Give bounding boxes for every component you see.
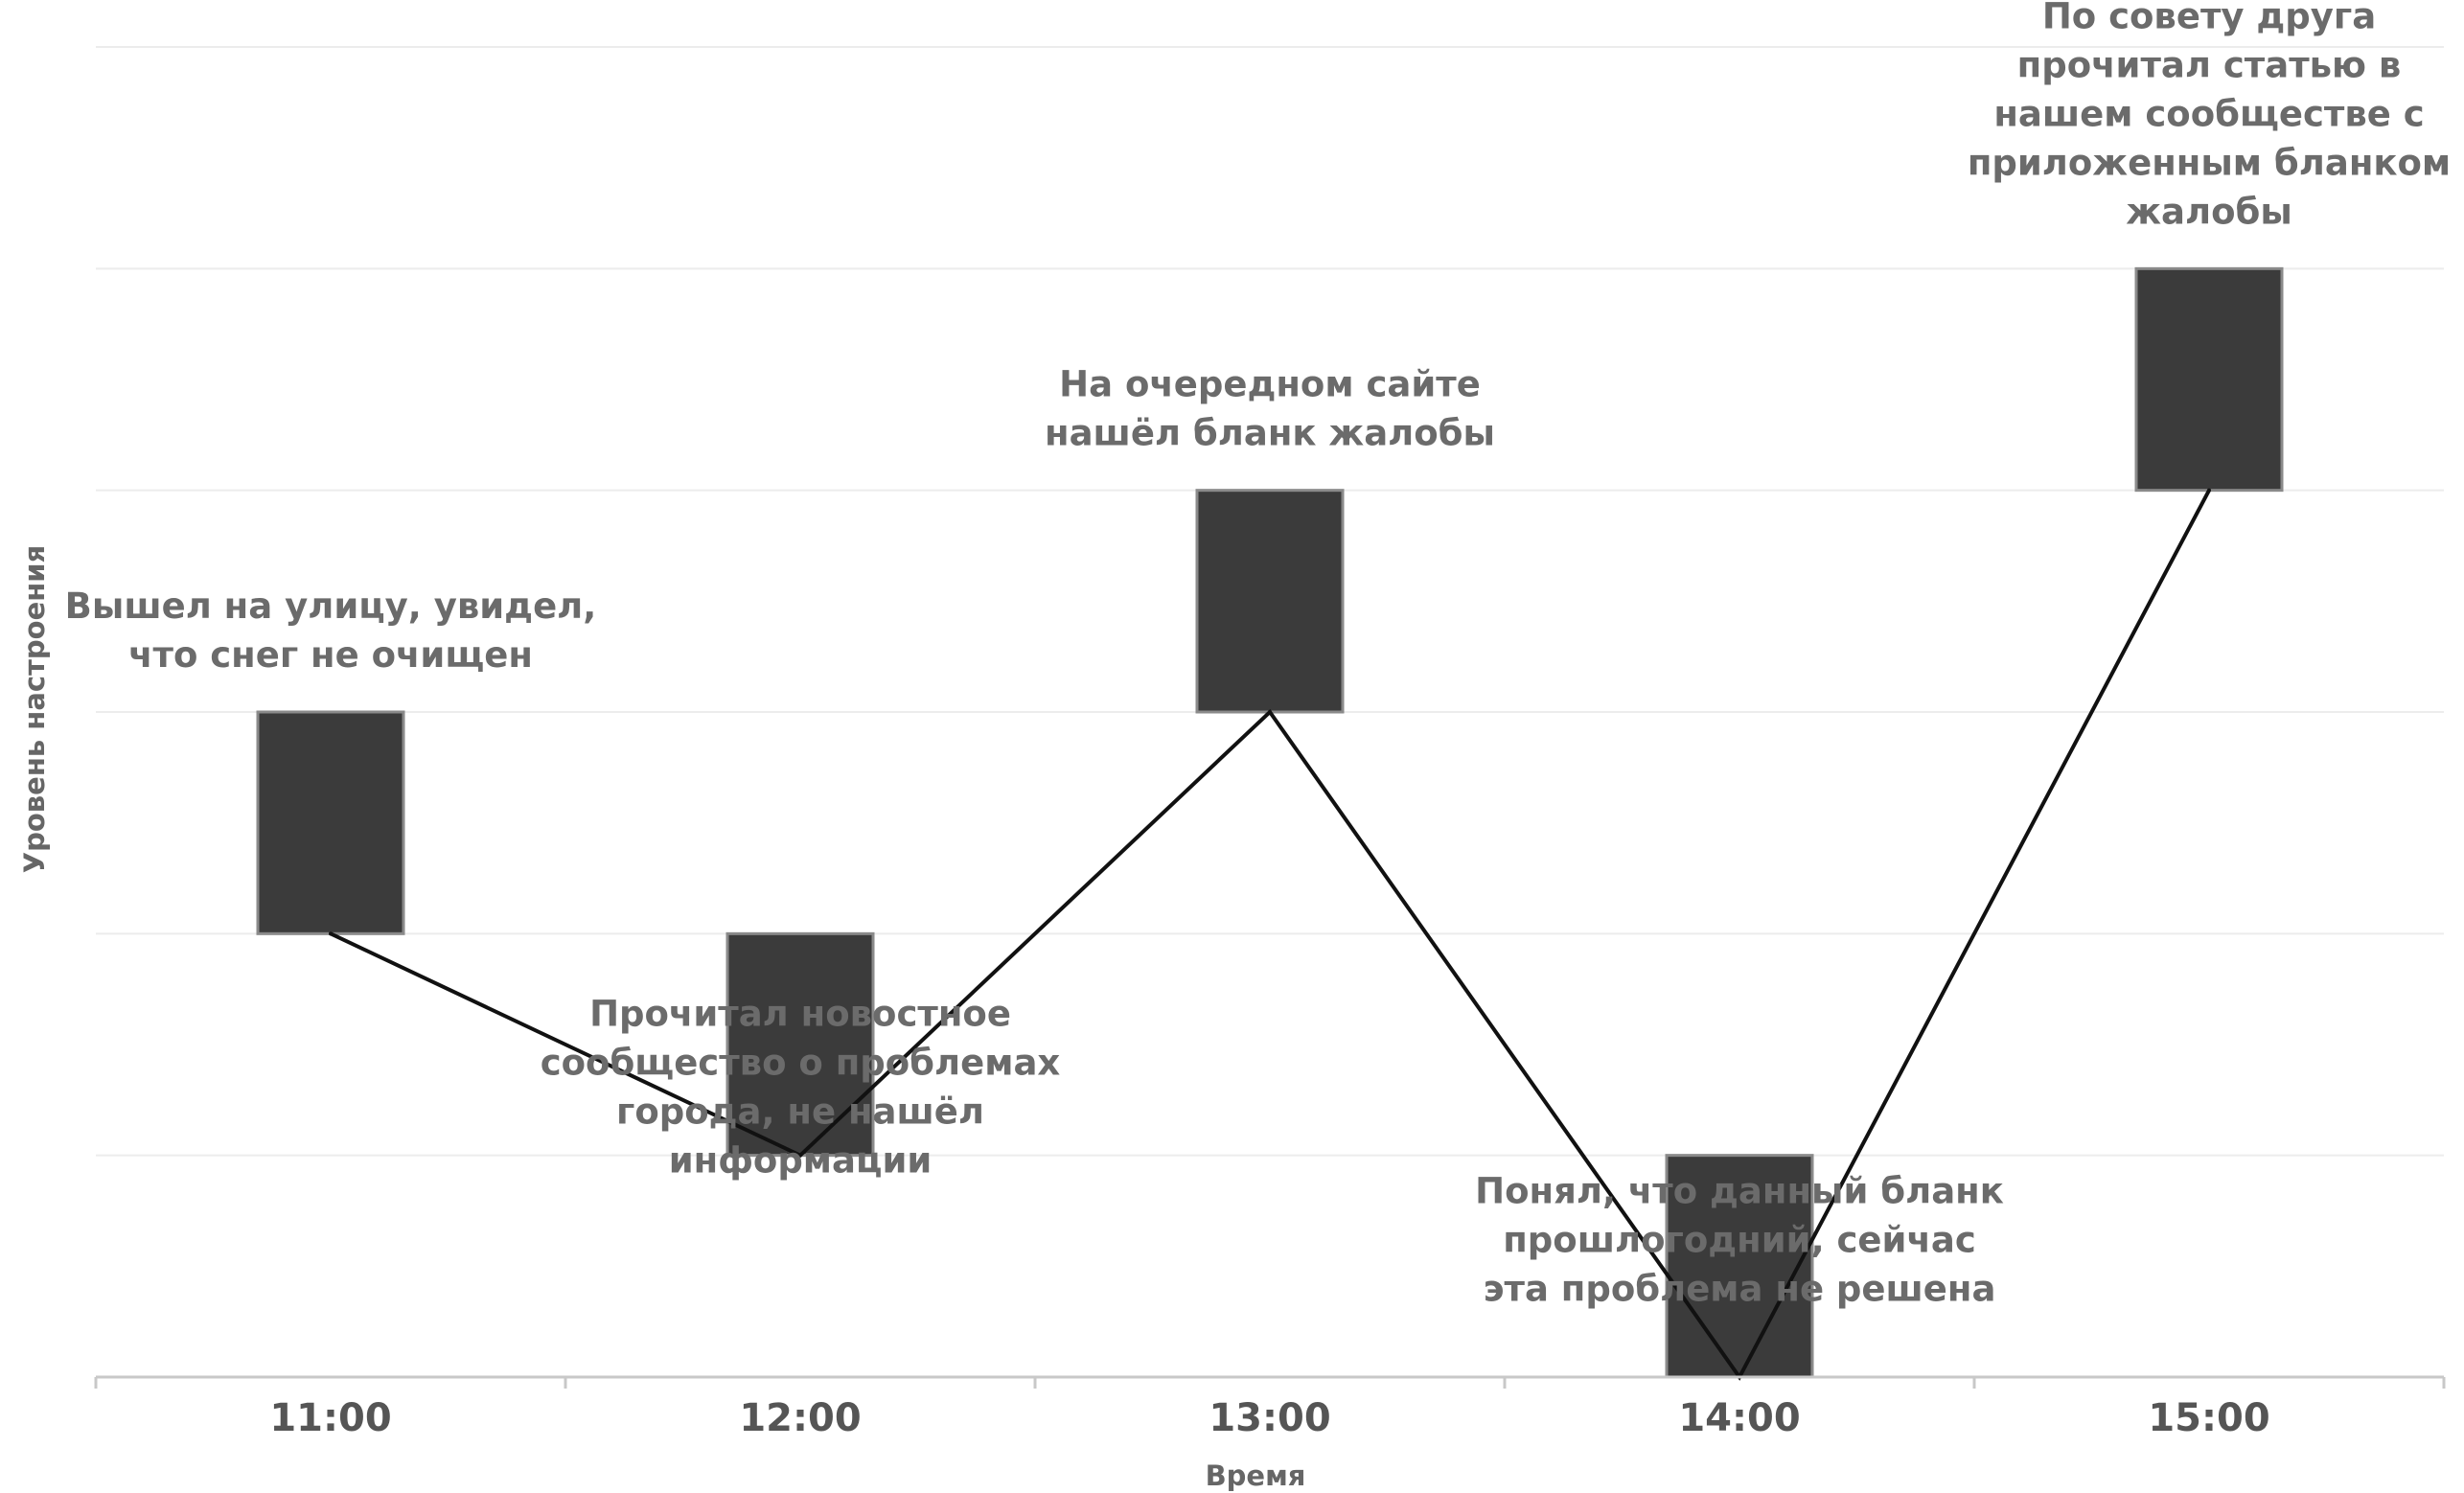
- annotation-1200: Прочитал новостное сообщество о проблемах…: [541, 993, 1061, 1181]
- annotation-line: нашем сообществе с: [1993, 93, 2424, 134]
- annotation-1100: Вышел на улицу, увидел, что снег не очище…: [65, 586, 597, 676]
- x-tick-label: 12:00: [739, 1396, 861, 1440]
- annotation-line: прошлогодний, сейчас: [1503, 1220, 1976, 1261]
- annotation-line: что снег не очищен: [128, 634, 533, 676]
- mood-line: [329, 488, 2211, 1381]
- annotation-line: приложенным бланком: [1968, 142, 2451, 183]
- annotation-line: Понял, что данный бланк: [1475, 1171, 2004, 1212]
- x-tick-label: 13:00: [1209, 1396, 1330, 1440]
- annotation-line: На очередном сайте: [1059, 364, 1481, 405]
- annotation-line: Прочитал новостное: [589, 993, 1011, 1034]
- x-tick-label: 15:00: [2148, 1396, 2269, 1440]
- event-annotations: Вышел на улицу, увидел, что снег не очище…: [65, 0, 2452, 1310]
- x-tick-label: 11:00: [269, 1396, 391, 1440]
- annotation-line: жалобы: [2126, 191, 2292, 232]
- mood-box-1200: [725, 931, 875, 1158]
- annotation-line: города, не нашёл: [616, 1091, 984, 1132]
- x-tick-label: 14:00: [1678, 1396, 1800, 1440]
- annotation-line: сообщество о проблемах: [541, 1042, 1061, 1083]
- annotation-1500: По совету друга прочитал статью в нашем со…: [1968, 0, 2451, 232]
- mood-box-1500: [2134, 266, 2284, 493]
- mood-box-1400: [1665, 1154, 1814, 1379]
- mood-point-1200: [798, 1153, 802, 1158]
- annotation-1300: На очередном сайте нашёл бланк жалобы: [1045, 364, 1495, 454]
- mood-point-1300: [1268, 710, 1272, 714]
- x-axis-title: Время: [1206, 1459, 1306, 1492]
- mood-box-1100: [256, 710, 405, 935]
- mood-point-1500: [2207, 488, 2211, 493]
- annotation-1400: Понял, что данный бланк прошлогодний, сей…: [1475, 1171, 2004, 1310]
- annotation-line: прочитал статью в: [2017, 44, 2402, 85]
- annotation-line: эта проблема не решена: [1484, 1269, 1996, 1310]
- mood-boxes: [256, 266, 2284, 1379]
- y-axis-title: Уровень настроения: [18, 545, 51, 873]
- annotation-line: По совету друга: [2042, 0, 2376, 36]
- annotation-line: информации: [669, 1139, 933, 1181]
- mood-box-1300: [1195, 489, 1345, 714]
- x-axis: 11:00 12:00 13:00 14:00 15:00: [94, 1375, 2446, 1440]
- mood-point-1100: [329, 931, 333, 936]
- annotation-line: Вышел на улицу, увидел,: [65, 586, 597, 627]
- annotation-line: нашёл бланк жалобы: [1045, 413, 1495, 454]
